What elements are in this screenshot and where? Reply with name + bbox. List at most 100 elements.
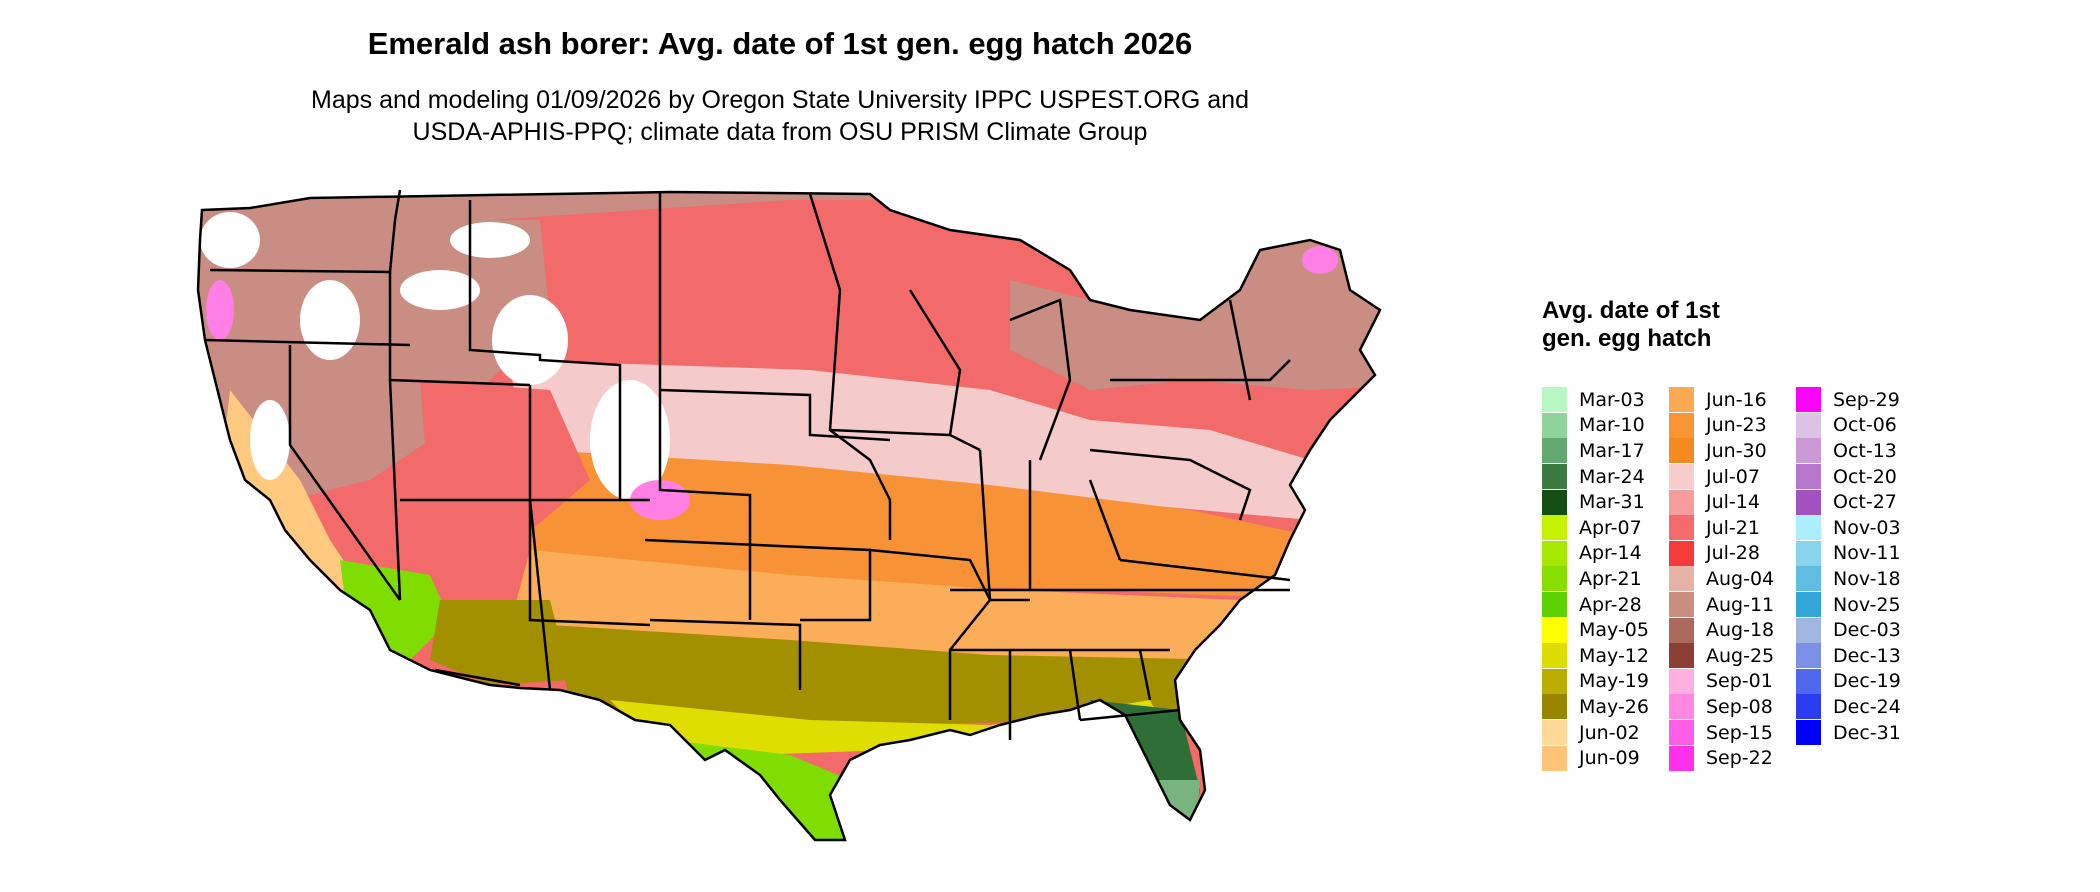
legend-swatch: [1542, 438, 1567, 464]
legend-item: Apr-28: [1542, 592, 1649, 618]
legend-label: Jun-16: [1706, 388, 1767, 411]
legend-label: Oct-20: [1833, 465, 1897, 488]
wv-border: [1088, 479, 1122, 561]
sd-nd-border: [659, 388, 891, 442]
legend-item: Aug-18: [1669, 617, 1774, 643]
legend-item: Dec-24: [1796, 694, 1901, 720]
legend-swatch: [1796, 643, 1821, 669]
legend-label: Aug-25: [1706, 644, 1775, 667]
legend-label: Dec-24: [1833, 695, 1901, 718]
legend-swatch: [1542, 592, 1567, 618]
us-egg-hatch-map: [190, 180, 1530, 880]
ut-co-border: [528, 385, 651, 627]
ok-tx-border: [649, 618, 802, 690]
legend-item: Apr-21: [1542, 566, 1649, 592]
zone-gulf: [550, 625, 1330, 725]
az-nm-border: [528, 499, 552, 691]
legend-swatch: [1669, 566, 1694, 592]
subtitle-line-2: USDA-APHIS-PPQ; climate data from OSU PR…: [412, 118, 1148, 146]
legend-item: May-05: [1542, 617, 1649, 643]
legend-item: May-12: [1542, 643, 1649, 669]
legend-label: Jul-28: [1706, 542, 1760, 565]
legend-item: Jun-30: [1669, 438, 1774, 464]
legend-item: Jul-21: [1669, 515, 1774, 541]
legend-item: Dec-31: [1796, 720, 1901, 746]
legend-label: Dec-31: [1833, 721, 1901, 744]
legend-column-2: Jun-16 Jun-23 Jun-30 Jul-07 Jul-14 Jul-21 Jul-…: [1669, 387, 1774, 771]
legend-label: Mar-10: [1579, 414, 1645, 437]
legend-item: Jul-28: [1669, 540, 1774, 567]
zone-high-country-7: [250, 400, 290, 480]
legend-column-1: Mar-03 Mar-10 Mar-17 Mar-24 Mar-31 Apr-07 Apr-…: [1542, 387, 1649, 771]
legend-item: Apr-07: [1542, 515, 1649, 541]
legend-label: Oct-13: [1833, 439, 1897, 462]
vt-nh-border: [1228, 299, 1252, 401]
legend-item: Oct-20: [1796, 464, 1901, 490]
legend-swatch: [1669, 438, 1694, 464]
legend-swatch: [1542, 412, 1567, 438]
or-ca-border: [204, 338, 411, 347]
legend-label: Nov-18: [1833, 567, 1901, 590]
ks-ok-border: [644, 538, 872, 622]
va-nc-border: [1119, 558, 1291, 582]
legend-label: Oct-06: [1833, 414, 1897, 437]
zone-south-central: [510, 550, 1330, 680]
zone-florida: [1090, 700, 1200, 840]
zone-high-country-10: [1302, 246, 1338, 274]
legend-swatch: [1542, 617, 1567, 643]
zone-mid: [510, 360, 1310, 520]
legend-title: Avg. date of 1st gen. egg hatch: [1542, 297, 1720, 352]
legend-swatch: [1542, 694, 1567, 720]
mn-ia-border: [808, 193, 892, 540]
legend-label: Nov-11: [1833, 542, 1901, 565]
legend-label: Jun-30: [1706, 439, 1767, 462]
al-ga-border: [1068, 649, 1082, 721]
legend-item: Dec-03: [1796, 617, 1901, 643]
legend-swatch: [1669, 720, 1694, 746]
legend-swatch: [1796, 489, 1821, 515]
legend-label: Nov-25: [1833, 593, 1901, 616]
zone-northeast: [1010, 220, 1380, 390]
legend-label: Jul-07: [1706, 465, 1760, 488]
legend-swatch: [1542, 489, 1567, 515]
legend-item: Mar-17: [1542, 438, 1649, 464]
map-title: Emerald ash borer: Avg. date of 1st gen.…: [367, 26, 1193, 61]
legend-swatch: [1796, 464, 1821, 490]
nv-ut-border: [388, 379, 402, 601]
legend-item: Jun-09: [1542, 745, 1649, 771]
legend-item: Sep-15: [1669, 720, 1774, 746]
legend-label: May-05: [1579, 619, 1649, 642]
legend-label: May-12: [1579, 644, 1649, 667]
legend-swatch: [1669, 592, 1694, 618]
legend-swatch: [1669, 745, 1694, 771]
legend-label: Jul-21: [1706, 516, 1760, 539]
legend-label: Apr-14: [1579, 542, 1642, 565]
legend-swatch: [1542, 643, 1567, 669]
legend-label: Dec-03: [1833, 619, 1901, 642]
legend-swatch: [1796, 566, 1821, 592]
legend-swatch: [1542, 668, 1567, 694]
legend-swatch: [1796, 617, 1821, 643]
legend-swatch: [1796, 387, 1821, 413]
legend-item: Oct-06: [1796, 412, 1901, 439]
legend-swatch: [1796, 515, 1821, 541]
legend-item: Aug-04: [1669, 566, 1774, 592]
legend-label: Jul-14: [1706, 491, 1760, 514]
legend-item: Jun-23: [1669, 412, 1774, 439]
legend-swatch: [1669, 387, 1694, 413]
legend-swatch: [1796, 412, 1821, 438]
legend-label: May-19: [1579, 670, 1649, 693]
legend-label: Sep-15: [1706, 721, 1773, 744]
ca-nv-border: [288, 345, 402, 601]
legend-item: Nov-03: [1796, 515, 1901, 541]
legend-label: Dec-13: [1833, 644, 1901, 667]
legend-swatch: [1542, 540, 1567, 566]
zone-high-country-3: [400, 270, 480, 310]
legend-column-3: Sep-29 Oct-06 Oct-13 Oct-20 Oct-27 Nov-03 Nov-…: [1796, 387, 1901, 746]
map-svg: [196, 189, 1382, 842]
legend-item: Sep-22: [1669, 745, 1774, 771]
legend-swatch: [1669, 489, 1694, 515]
legend-swatch: [1669, 668, 1694, 694]
pa-border: [1089, 448, 1252, 521]
legend-item: Mar-24: [1542, 464, 1649, 490]
